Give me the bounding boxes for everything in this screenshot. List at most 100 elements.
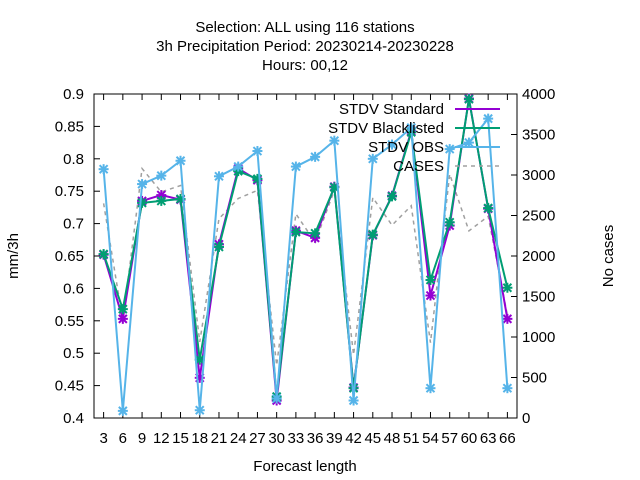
data-point	[444, 144, 455, 155]
y-tick-label: 0.7	[63, 216, 84, 233]
x-tick-label: 21	[211, 430, 228, 447]
plot-border	[93, 93, 518, 419]
data-point	[483, 203, 494, 214]
y-tick-label: 0.6	[63, 280, 84, 297]
y-tick-label: 0.85	[55, 118, 84, 135]
legend-label: STDV OBS	[368, 139, 444, 156]
plot-frame	[93, 93, 518, 419]
data-point	[463, 137, 474, 148]
y2-tick-label: 3000	[522, 167, 555, 184]
data-point	[502, 383, 513, 394]
x-tick-label: 54	[422, 430, 439, 447]
x-tick-label: 36	[307, 430, 324, 447]
y-axis-label: mm/3h	[5, 233, 22, 279]
y2-tick-label: 0	[522, 410, 530, 427]
x-tick-label: 39	[326, 430, 343, 447]
data-point	[425, 274, 436, 285]
y-tick-label: 0.45	[55, 378, 84, 395]
data-point	[175, 155, 186, 166]
y-tick-label: 0.9	[63, 86, 84, 103]
series-stdv-blacklisted	[98, 94, 513, 402]
y2-tick-label: 500	[522, 370, 547, 387]
data-point	[137, 197, 148, 208]
y-tick-label: 0.5	[63, 345, 84, 362]
x-tick-label: 12	[153, 430, 170, 447]
y2-axis-label: No cases	[600, 225, 617, 288]
x-tick-label: 3	[99, 430, 107, 447]
x-tick-label: 15	[172, 430, 189, 447]
data-point	[329, 135, 340, 146]
data-point	[290, 161, 301, 172]
y2-tick-label: 2000	[522, 248, 555, 265]
series-stdv-standard	[98, 93, 513, 406]
x-tick-label: 33	[288, 430, 305, 447]
y2-tick-label: 4000	[522, 86, 555, 103]
data-point	[290, 227, 301, 238]
y-tick-label: 0.65	[55, 248, 84, 265]
data-point	[98, 249, 109, 260]
data-point	[213, 241, 224, 252]
data-point	[233, 161, 244, 172]
data-point	[271, 393, 282, 404]
series-layer	[98, 93, 513, 416]
y-tick-label: 0.8	[63, 151, 84, 168]
chart-title: Selection: ALL using 116 stations 3h Prec…	[156, 19, 454, 74]
x-tick-label: 24	[230, 430, 247, 447]
x-tick-label: 60	[461, 430, 478, 447]
x-tick-label: 57	[441, 430, 458, 447]
legend: STDV Standard STDV Blacklisted STDV OBS CAS…	[328, 101, 500, 175]
data-point	[117, 304, 128, 315]
x-tick-label: 45	[364, 430, 381, 447]
legend-label: CASES	[393, 158, 444, 175]
y-tick-label: 0.55	[55, 313, 84, 330]
x-axis-label: Forecast length	[253, 458, 356, 475]
legend-item: STDV Blacklisted	[328, 120, 500, 137]
x-tick-label: 51	[403, 430, 420, 447]
legend-label: STDV Blacklisted	[328, 120, 444, 137]
x-tick-label: 30	[268, 430, 285, 447]
data-point	[367, 229, 378, 240]
data-point	[252, 146, 263, 157]
data-point	[156, 170, 167, 181]
x-tick-label: 27	[249, 430, 266, 447]
legend-item: STDV OBS	[368, 139, 500, 156]
data-point	[502, 313, 513, 324]
data-point	[367, 153, 378, 164]
data-point	[387, 191, 398, 202]
data-point	[463, 94, 474, 105]
x-tick-label: 42	[345, 430, 362, 447]
data-point	[310, 228, 321, 239]
title-line: Hours: 00,12	[262, 57, 348, 74]
axes: 0.4 0.45 0.5 0.55 0.6 0.65 0.7 0.75 0.8 0.85 0.9 0 5…	[55, 86, 556, 447]
data-point	[310, 151, 321, 162]
x-tick-label: 66	[499, 430, 516, 447]
y2-tick-label: 3500	[522, 127, 555, 144]
series-line	[102, 116, 509, 411]
series-stdv-obs	[98, 113, 513, 416]
data-point	[194, 405, 205, 416]
y2-tick-label: 1500	[522, 289, 555, 306]
legend-label: STDV Standard	[339, 101, 444, 118]
data-point	[213, 171, 224, 182]
data-point	[156, 195, 167, 206]
data-point	[425, 383, 436, 394]
data-point	[117, 313, 128, 324]
y2-tick-label: 1000	[522, 329, 555, 346]
data-point	[406, 122, 417, 133]
legend-item: CASES	[393, 158, 500, 175]
x-tick-label: 18	[191, 430, 208, 447]
title-line: Selection: ALL using 116 stations	[195, 19, 414, 36]
series-line	[102, 99, 509, 397]
x-tick-label: 9	[138, 430, 146, 447]
title-line: 3h Precipitation Period: 20230214-202302…	[156, 38, 454, 55]
y-tick-label: 0.4	[63, 410, 84, 427]
data-point	[137, 179, 148, 190]
x-tick-label: 63	[480, 430, 497, 447]
data-point	[444, 217, 455, 228]
data-point	[98, 164, 109, 175]
series-line	[102, 98, 509, 401]
y2-tick-label: 2500	[522, 208, 555, 225]
y-tick-label: 0.75	[55, 183, 84, 200]
data-point	[348, 395, 359, 406]
